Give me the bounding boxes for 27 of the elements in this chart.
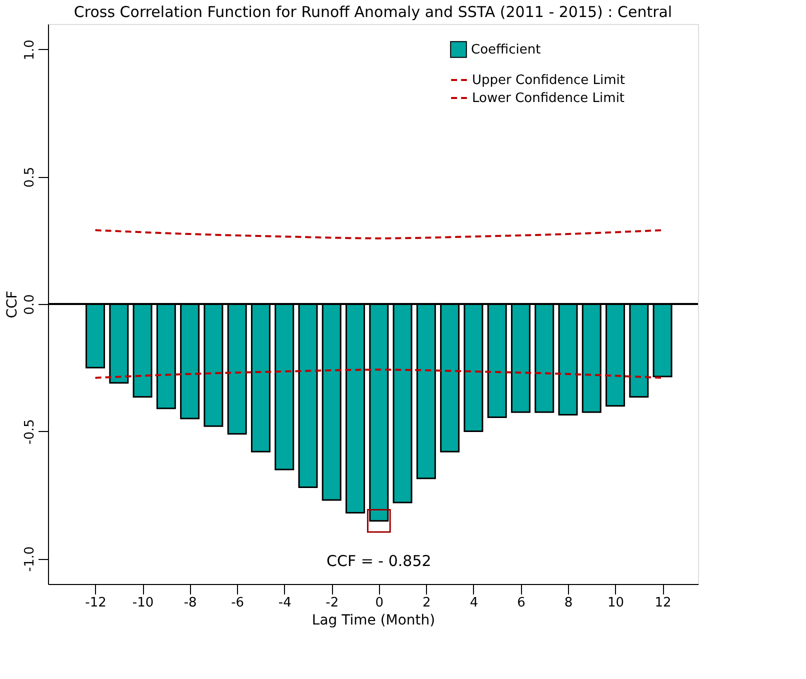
legend-label: Lower Confidence Limit [472,91,625,106]
x-tick-label: 12 [654,596,672,610]
x-tick-label: 10 [608,596,624,610]
y-tick-label: -0.5 [22,419,38,444]
x-axis-title: Lag Time (Month) [312,612,436,628]
legend-label: Coefficient [471,42,541,58]
x-tick-label: -2 [326,596,339,610]
x-tick-label: 0 [375,596,384,610]
legend-label: Upper Confidence Limit [472,73,625,88]
x-tick-label: -8 [184,596,197,610]
x-tick-label: -12 [85,596,106,610]
x-tick-label: -6 [231,596,244,610]
x-tick-label: 6 [517,596,526,610]
x-tick-label: -4 [278,596,292,610]
annotation: CCF = - 0.852 [326,552,432,570]
y-tick-label: 0.5 [22,166,38,188]
line-series [94,368,664,379]
x-tick-label: 8 [564,596,573,610]
x-tick-label: 2 [422,596,431,610]
y-tick-label: 1.0 [22,40,38,60]
x-tick-label: 4 [470,596,478,610]
y-tick-label: -1.0 [22,546,38,572]
line-series [94,229,664,240]
x-tick-label: -10 [132,596,154,610]
chart-title: Cross Correlation Function for Runoff Anomaly and SSTA (2011 - 2015) : Central [74,3,672,21]
y-axis-title: CCF [4,290,20,318]
y-tick-label: 0.0 [22,294,38,315]
